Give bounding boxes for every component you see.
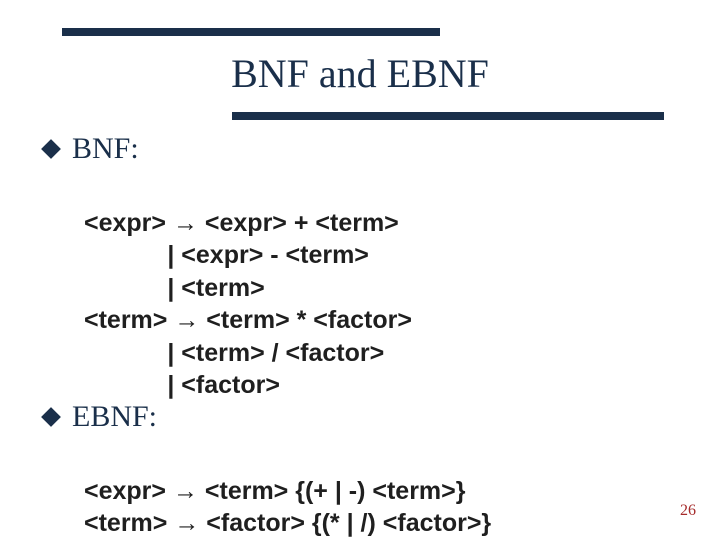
diamond-icon — [41, 139, 61, 159]
bnf-line-4: <term> → <term> * <factor> — [84, 306, 412, 334]
ebnf-line-1: <expr> → <term> {(+ | -) <term>} — [84, 477, 465, 505]
bullet-ebnf: EBNF: — [44, 400, 157, 434]
ebnf-line-2: <term> → <factor> {(* | /) <factor>} — [84, 509, 491, 537]
bnf-line-6: | <factor> — [84, 371, 280, 399]
bnf-grammar-block: <expr> → <expr> + <term> | <expr> - <ter… — [84, 174, 412, 434]
divider-top — [62, 28, 440, 36]
diamond-icon — [41, 407, 61, 427]
slide-title: BNF and EBNF — [0, 50, 720, 97]
bnf-line-3: | <term> — [84, 274, 265, 302]
bullet-bnf: BNF: — [44, 132, 139, 166]
page-number: 26 — [680, 502, 696, 520]
bullet-ebnf-label: EBNF: — [72, 400, 157, 434]
bnf-line-2: | <expr> - <term> — [84, 241, 369, 269]
ebnf-grammar-block: <expr> → <term> {(+ | -) <term>} <term> … — [84, 442, 491, 540]
bullet-bnf-label: BNF: — [72, 132, 139, 166]
slide: BNF and EBNF BNF: <expr> → <expr> + <ter… — [0, 0, 720, 540]
bnf-line-5: | <term> / <factor> — [84, 339, 384, 367]
bnf-line-1: <expr> → <expr> + <term> — [84, 209, 399, 237]
divider-bottom — [232, 112, 664, 120]
